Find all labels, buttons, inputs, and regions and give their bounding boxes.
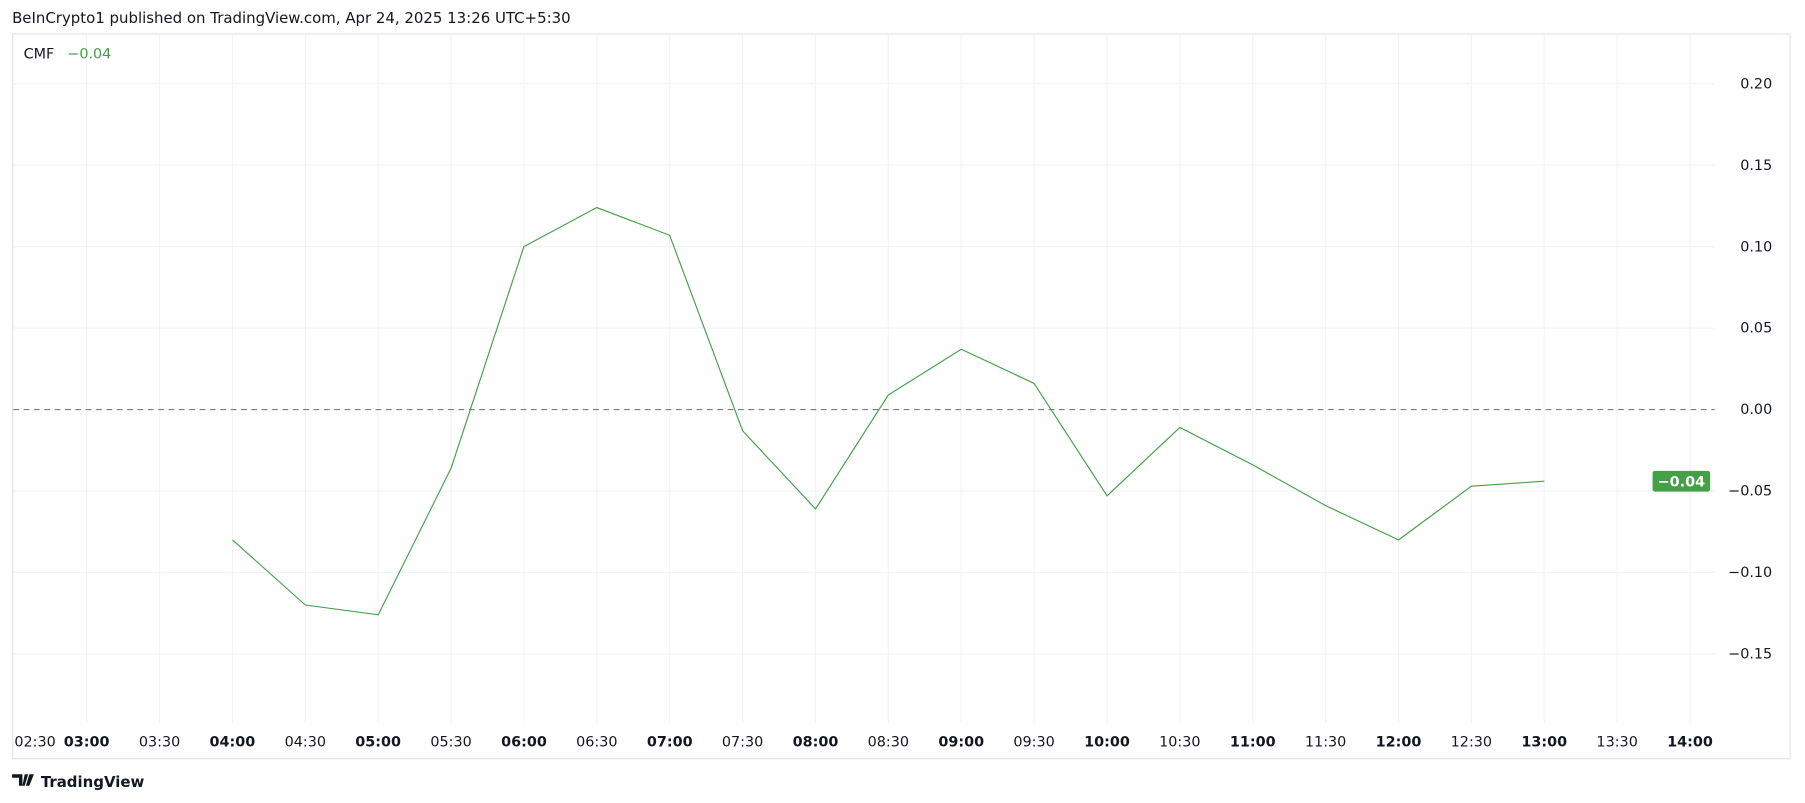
y-axis: 0.20 0.15 0.10 0.05 0.00 −0.05 −0.10 −0.15 (1728, 76, 1772, 662)
x-tick-label: 09:00 (938, 735, 984, 751)
x-tick-label: 10:30 (1159, 735, 1200, 751)
x-tick-label: 06:30 (576, 735, 617, 751)
x-tick-label: 08:30 (868, 735, 909, 751)
last-value-label: −0.04 (1658, 474, 1706, 490)
x-tick-label: 04:30 (285, 735, 326, 751)
x-tick-label: 02:30 (14, 735, 55, 751)
x-tick-label: 07:00 (647, 735, 693, 751)
x-tick-label: 13:30 (1596, 735, 1637, 751)
grid (13, 34, 1715, 723)
y-tick-label: 0.20 (1740, 76, 1772, 92)
y-tick-label: 0.05 (1740, 321, 1772, 337)
x-tick-label: 06:00 (501, 735, 547, 751)
tradingview-logo: TradingView (12, 773, 145, 791)
x-tick-label: 07:30 (722, 735, 763, 751)
legend-indicator: CMF (24, 47, 55, 63)
x-tick-label: 03:00 (64, 735, 110, 751)
x-tick-label: 10:00 (1084, 735, 1130, 751)
x-tick-label: 04:00 (210, 735, 256, 751)
x-tick-label: 08:00 (793, 735, 839, 751)
chart-frame (12, 33, 1791, 760)
x-tick-label: 12:30 (1451, 735, 1492, 751)
x-tick-label: 12:00 (1376, 735, 1422, 751)
x-tick-label: 05:00 (355, 735, 401, 751)
x-tick-label: 14:00 (1667, 735, 1713, 751)
x-tick-label: 11:30 (1305, 735, 1346, 751)
y-tick-label: −0.15 (1728, 647, 1772, 663)
last-value-badge (1652, 470, 1711, 492)
y-tick-label: −0.05 (1728, 484, 1772, 500)
x-tick-label: 03:30 (139, 735, 180, 751)
y-tick-label: −0.10 (1728, 565, 1772, 581)
y-tick-label: 0.00 (1740, 402, 1772, 418)
x-axis: 02:30 03:00 03:30 04:00 04:30 05:00 05:30 06:00… (14, 735, 1713, 751)
published-caption: BeInCrypto1 published on TradingView.com… (12, 9, 571, 27)
tradingview-logo-icon (12, 774, 34, 786)
x-tick-label: 11:00 (1230, 735, 1276, 751)
y-tick-label: 0.10 (1740, 239, 1772, 255)
x-tick-label: 09:30 (1013, 735, 1054, 751)
x-tick-label: 05:30 (430, 735, 471, 751)
legend-value: −0.04 (67, 47, 111, 63)
y-tick-label: 0.15 (1740, 158, 1772, 174)
brand-name: TradingView (41, 773, 145, 791)
x-tick-label: 13:00 (1521, 735, 1567, 751)
cmf-line (232, 206, 1545, 616)
